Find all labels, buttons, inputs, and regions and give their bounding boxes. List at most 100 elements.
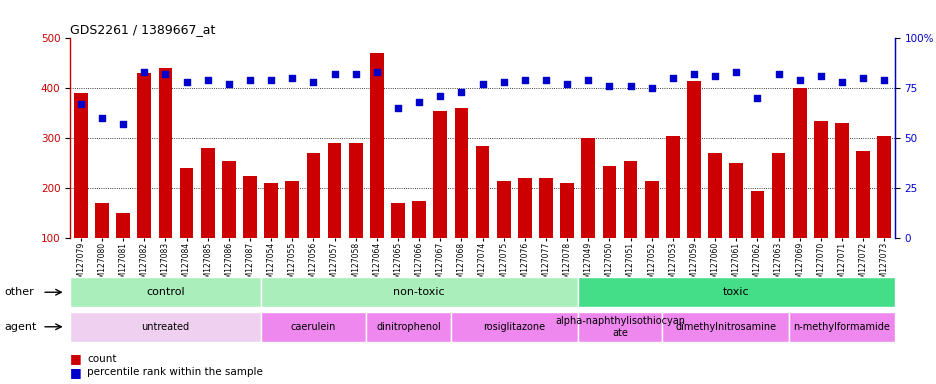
- Bar: [433, 111, 446, 238]
- Point: [791, 77, 806, 83]
- Bar: [200, 148, 214, 238]
- Point: [855, 75, 870, 81]
- Bar: [264, 183, 278, 238]
- Text: ■: ■: [70, 366, 82, 379]
- Bar: [328, 143, 341, 238]
- Point: [834, 79, 849, 85]
- Bar: [686, 81, 700, 238]
- Bar: [538, 178, 552, 238]
- Point: [665, 75, 680, 81]
- Bar: [138, 73, 151, 238]
- Point: [559, 81, 574, 88]
- Bar: [158, 68, 172, 238]
- Point: [580, 77, 595, 83]
- Point: [369, 69, 384, 75]
- Point: [453, 89, 468, 95]
- Point: [221, 81, 236, 88]
- Bar: [222, 161, 236, 238]
- Point: [200, 77, 215, 83]
- Bar: [788, 311, 894, 342]
- Point: [728, 69, 743, 75]
- Bar: [348, 143, 362, 238]
- Text: alpha-naphthylisothiocyan
ate: alpha-naphthylisothiocyan ate: [554, 316, 684, 338]
- Text: other: other: [5, 287, 35, 297]
- Point: [327, 71, 342, 78]
- Text: ■: ■: [70, 353, 82, 366]
- Point: [517, 77, 532, 83]
- Bar: [496, 180, 510, 238]
- Point: [115, 121, 130, 127]
- Bar: [95, 203, 109, 238]
- Text: non-toxic: non-toxic: [393, 287, 445, 297]
- Bar: [708, 153, 722, 238]
- Bar: [665, 136, 679, 238]
- Bar: [450, 311, 578, 342]
- Bar: [623, 161, 636, 238]
- Bar: [260, 311, 366, 342]
- Text: caerulein: caerulein: [290, 322, 336, 332]
- Point: [770, 71, 785, 78]
- Point: [812, 73, 827, 79]
- Point: [285, 75, 300, 81]
- Text: agent: agent: [5, 322, 37, 332]
- Bar: [390, 203, 404, 238]
- Point: [179, 79, 194, 85]
- Bar: [180, 168, 193, 238]
- Point: [73, 101, 88, 108]
- Text: toxic: toxic: [723, 287, 749, 297]
- Bar: [728, 163, 742, 238]
- Point: [242, 77, 257, 83]
- Text: count: count: [87, 354, 116, 364]
- Point: [305, 79, 320, 85]
- Point: [601, 83, 616, 89]
- Bar: [70, 311, 260, 342]
- Bar: [475, 146, 489, 238]
- Bar: [518, 178, 531, 238]
- Bar: [578, 277, 894, 308]
- Bar: [792, 88, 806, 238]
- Point: [390, 105, 405, 111]
- Bar: [412, 200, 426, 238]
- Text: n-methylformamide: n-methylformamide: [793, 322, 889, 332]
- Bar: [644, 180, 658, 238]
- Bar: [366, 311, 450, 342]
- Text: dinitrophenol: dinitrophenol: [375, 322, 441, 332]
- Bar: [70, 277, 260, 308]
- Point: [137, 69, 152, 75]
- Point: [686, 71, 701, 78]
- Bar: [580, 138, 594, 238]
- Text: dimethylnitrosamine: dimethylnitrosamine: [675, 322, 775, 332]
- Bar: [260, 277, 578, 308]
- Point: [749, 95, 764, 101]
- Bar: [876, 136, 890, 238]
- Point: [707, 73, 722, 79]
- Point: [95, 115, 110, 121]
- Bar: [834, 123, 848, 238]
- Point: [644, 85, 659, 91]
- Text: control: control: [146, 287, 184, 297]
- Bar: [454, 108, 468, 238]
- Bar: [771, 153, 784, 238]
- Bar: [370, 53, 384, 238]
- Point: [622, 83, 637, 89]
- Bar: [560, 183, 574, 238]
- Point: [263, 77, 278, 83]
- Bar: [662, 311, 788, 342]
- Text: GDS2261 / 1389667_at: GDS2261 / 1389667_at: [70, 23, 215, 36]
- Bar: [306, 153, 320, 238]
- Point: [348, 71, 363, 78]
- Point: [411, 99, 426, 105]
- Bar: [116, 213, 130, 238]
- Bar: [74, 93, 88, 238]
- Text: rosiglitazone: rosiglitazone: [483, 322, 545, 332]
- Point: [496, 79, 511, 85]
- Point: [432, 93, 447, 99]
- Bar: [813, 121, 826, 238]
- Text: percentile rank within the sample: percentile rank within the sample: [87, 367, 263, 377]
- Bar: [285, 180, 299, 238]
- Point: [475, 81, 490, 88]
- Bar: [578, 311, 662, 342]
- Point: [158, 71, 173, 78]
- Text: untreated: untreated: [141, 322, 189, 332]
- Point: [876, 77, 891, 83]
